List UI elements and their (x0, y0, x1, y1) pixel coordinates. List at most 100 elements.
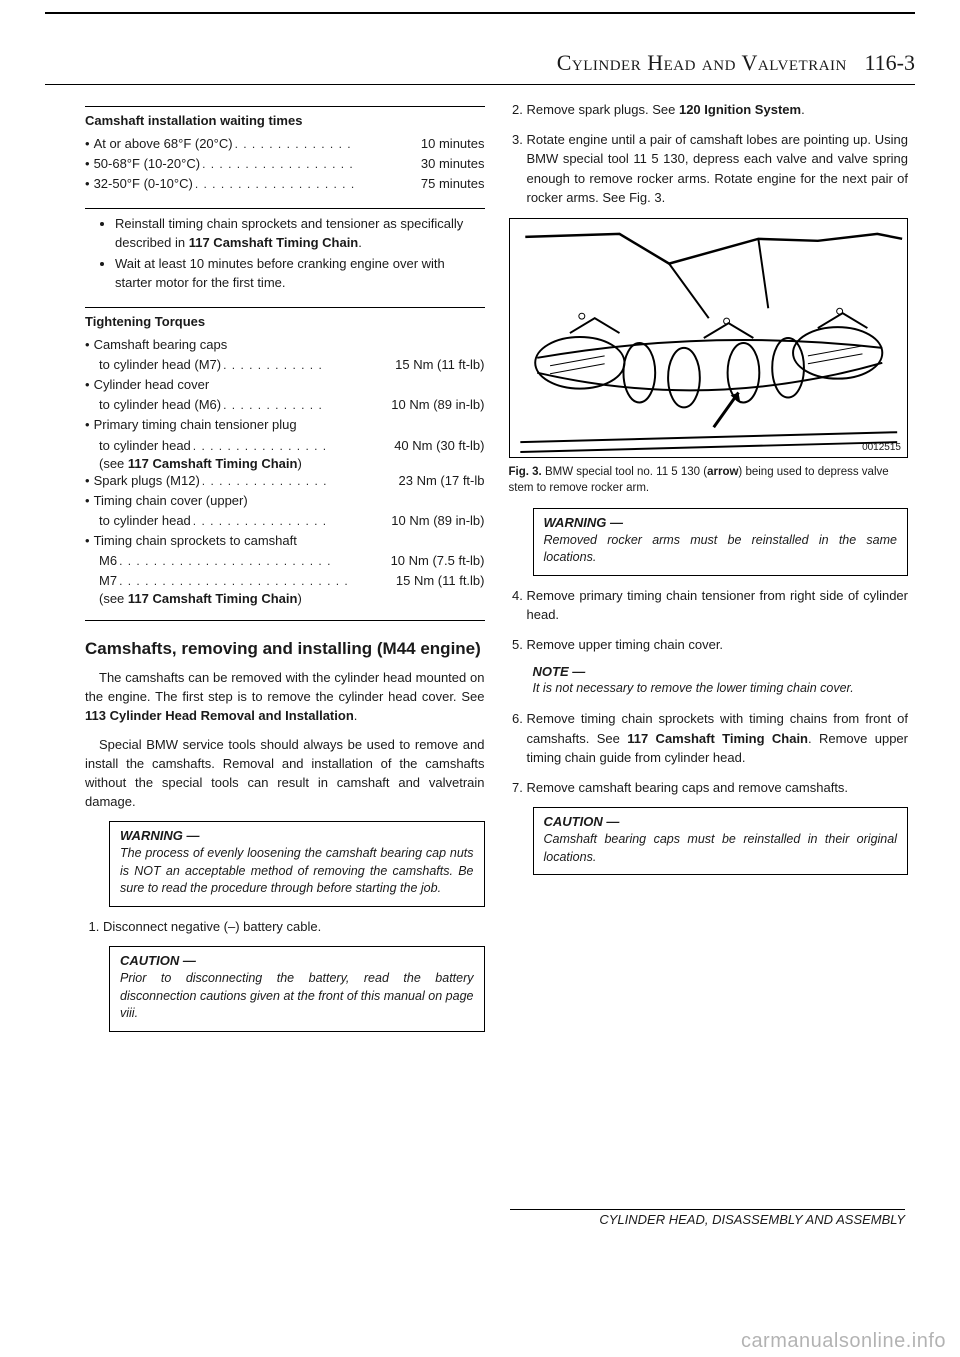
waiting-times-block: Camshaft installation waiting times • At… (85, 113, 485, 194)
waiting-row: • 50-68°F (10-20°C) . . . . . . . . . . … (85, 154, 485, 174)
torque-label: Cylinder head cover (94, 375, 210, 395)
torque-value: 15 Nm (11 ft-lb) (395, 355, 484, 375)
torque-sub: to cylinder head (M7) (99, 355, 221, 375)
torque-value: 10 Nm (7.5 ft-lb) (391, 551, 485, 571)
steps-list: Remove timing chain sprockets with timin… (509, 709, 909, 797)
figure-caption-text: BMW special tool no. 11 5 130 (arrow) be… (509, 466, 889, 494)
watermark: carmanualsonline.info (741, 1330, 946, 1353)
rule (85, 307, 485, 308)
footer-section-label: CYLINDER HEAD, DISASSEMBLY AND ASSEMBLY (510, 1209, 905, 1227)
torque-label: Camshaft bearing caps (94, 335, 228, 355)
torque-value: 10 Nm (89 in-lb) (391, 511, 484, 531)
xref: 117 Camshaft Timing Chain (189, 235, 359, 250)
leader-dots: . . . . . . . . . . . . . . . . . . . (193, 175, 421, 194)
step-item: Disconnect negative (–) battery cable. (103, 917, 485, 937)
caution-title: CAUTION — (120, 953, 474, 968)
waiting-times-heading: Camshaft installation waiting times (85, 113, 485, 128)
waiting-label: 50-68°F (10-20°C) (94, 154, 201, 174)
warning-text: The process of evenly loosening the cams… (120, 845, 474, 898)
torque-value: 15 Nm (11 ft.lb) (396, 571, 485, 591)
page-number: 116-3 (864, 50, 915, 75)
torques-block: Tightening Torques •Camshaft bearing cap… (85, 314, 485, 607)
waiting-value: 30 minutes (421, 154, 485, 174)
caution-title: CAUTION — (544, 814, 898, 829)
torque-sub: to cylinder head (M6) (99, 395, 221, 415)
caution-box: CAUTION — Prior to disconnecting the bat… (109, 946, 485, 1032)
torques-heading: Tightening Torques (85, 314, 485, 329)
body-paragraph: Special BMW service tools should always … (85, 736, 485, 811)
step-item: Rotate engine until a pair of camshaft l… (527, 130, 909, 208)
waiting-row: • At or above 68°F (20°C) . . . . . . . … (85, 134, 485, 154)
top-rule (45, 12, 915, 14)
step-item: Remove timing chain sprockets with timin… (527, 709, 909, 768)
left-column: Camshaft installation waiting times • At… (40, 100, 485, 1297)
torque-note: (see 117 Camshaft Timing Chain) (85, 456, 485, 471)
section-heading: Camshafts, removing and installing (M44 … (85, 639, 485, 659)
header-title: Cylinder Head and Valvetrain (557, 50, 847, 75)
caution-text: Prior to disconnecting the battery, read… (120, 970, 474, 1023)
torque-value: 23 Nm (17 ft-lb (399, 471, 485, 491)
reinstall-notes: Reinstall timing chain sprockets and ten… (85, 215, 485, 292)
waiting-label: 32-50°F (0-10°C) (94, 174, 193, 194)
leader-dots: . . . . . . . . . . . . . . (233, 135, 421, 154)
waiting-value: 10 minutes (421, 134, 485, 154)
torque-label: Timing chain cover (upper) (94, 491, 248, 511)
torque-note: (see 117 Camshaft Timing Chain) (85, 591, 485, 606)
step-item: Remove upper timing chain cover. (527, 635, 909, 655)
torque-sub: to cylinder head (99, 436, 191, 456)
warning-box: WARNING — The process of evenly loosenin… (109, 821, 485, 907)
note-title: NOTE — (533, 664, 909, 679)
bullet-icon: • (85, 134, 90, 154)
steps-list: Remove spark plugs. See 120 Ignition Sys… (509, 100, 909, 208)
torque-label: Primary timing chain tensioner plug (94, 415, 297, 435)
step-item: Remove camshaft bearing caps and remove … (527, 778, 909, 798)
rule (85, 208, 485, 209)
waiting-row: • 32-50°F (0-10°C) . . . . . . . . . . .… (85, 174, 485, 194)
body-paragraph: The camshafts can be removed with the cy… (85, 669, 485, 726)
torque-value: 10 Nm (89 in-lb) (391, 395, 484, 415)
bullet-icon: • (85, 335, 90, 355)
note-item: Wait at least 10 minutes before cranking… (115, 255, 485, 293)
caution-box: CAUTION — Camshaft bearing caps must be … (533, 807, 909, 875)
waiting-label: At or above 68°F (20°C) (94, 134, 233, 154)
note-block: NOTE — It is not necessary to remove the… (533, 664, 909, 697)
steps-list: Remove primary timing chain tensioner fr… (509, 586, 909, 655)
torque-label: Timing chain sprockets to camshaft (94, 531, 297, 551)
bullet-icon: • (85, 375, 90, 395)
xref: 117 Camshaft Timing Chain (128, 591, 298, 606)
caution-text: Camshaft bearing caps must be reinstalle… (544, 831, 898, 866)
content-columns: Camshaft installation waiting times • At… (40, 100, 920, 1297)
running-header: Cylinder Head and Valvetrain 116-3 (45, 50, 915, 85)
bullet-icon: • (85, 471, 90, 491)
warning-text: Removed rocker arms must be reinstalled … (544, 532, 898, 567)
right-column: Remove spark plugs. See 120 Ignition Sys… (509, 100, 921, 1297)
figure-number: Fig. 3. (509, 466, 542, 478)
leader-dots: . . . . . . . . . . . . . . . . . . (200, 155, 421, 174)
xref: 117 Camshaft Timing Chain (128, 456, 298, 471)
torque-label: Spark plugs (M12) (94, 471, 200, 491)
engine-illustration (510, 219, 908, 457)
bullet-icon: • (85, 154, 90, 174)
figure-caption: Fig. 3. BMW special tool no. 11 5 130 (a… (509, 464, 909, 496)
torque-sub: M6 (99, 551, 117, 571)
rule (85, 620, 485, 621)
torque-sub: to cylinder head (99, 511, 191, 531)
figure-id: 0012515 (862, 442, 901, 453)
warning-title: WARNING — (120, 828, 474, 843)
warning-box: WARNING — Removed rocker arms must be re… (533, 508, 909, 576)
bullet-icon: • (85, 415, 90, 435)
bullet-icon: • (85, 491, 90, 511)
figure-3: 0012515 (509, 218, 909, 458)
bullet-icon: • (85, 531, 90, 551)
note-text: It is not necessary to remove the lower … (533, 679, 909, 697)
step-item: Remove spark plugs. See 120 Ignition Sys… (527, 100, 909, 120)
waiting-value: 75 minutes (421, 174, 485, 194)
bullet-icon: • (85, 174, 90, 194)
steps-list: Disconnect negative (–) battery cable. (85, 917, 485, 937)
torque-sub: M7 (99, 571, 117, 591)
rule (85, 106, 485, 107)
note-item: Reinstall timing chain sprockets and ten… (115, 215, 485, 253)
warning-title: WARNING — (544, 515, 898, 530)
step-item: Remove primary timing chain tensioner fr… (527, 586, 909, 625)
torque-value: 40 Nm (30 ft-lb) (394, 436, 484, 456)
